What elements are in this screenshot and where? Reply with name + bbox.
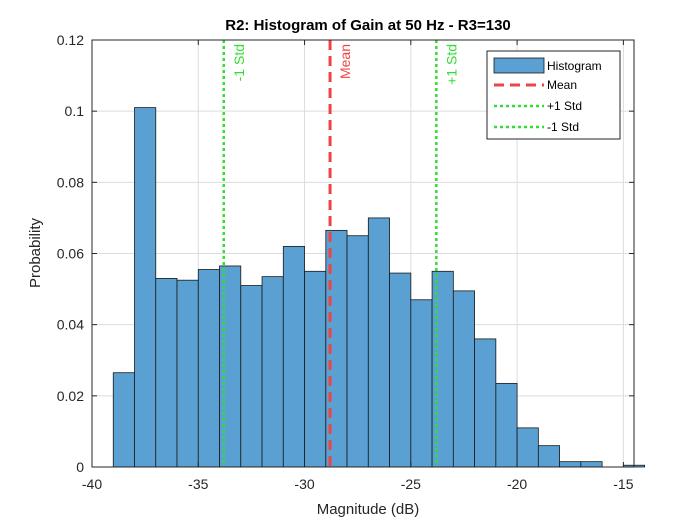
x-tick-label: -25 [401,476,421,492]
histogram-bar [559,461,582,468]
legend-label: +1 Std [547,99,582,113]
histogram-bar [367,217,390,468]
legend-label: Histogram [547,59,602,73]
y-axis-title: Probability [27,217,44,288]
vline-annotation: +1 Std [443,44,459,85]
x-axis-title: Magnitude (dB) [317,501,420,518]
y-tick-label: 0.02 [57,388,84,404]
legend-label: -1 Std [547,120,579,134]
legend: Histogram Mean +1 Std -1 Std [486,50,621,140]
histogram-bar [452,290,475,468]
reference-lines: Mean +1 Std -1 Std [222,40,459,467]
vline-annotation: -1 Std [231,44,247,81]
x-tick-label: -20 [507,476,527,492]
legend-swatch-histogram [493,57,545,74]
y-tick-label: 0.1 [65,103,85,119]
histogram-bar [197,269,220,468]
histogram-bar [282,245,305,468]
histogram-bar [176,279,199,468]
histogram-bar [495,382,518,468]
histogram-bar [134,107,157,468]
histogram-bar [261,276,284,468]
y-tick-label: 0.12 [57,32,84,48]
chart-title: R2: Histogram of Gain at 50 Hz - R3=130 [225,17,511,34]
x-tick-label: -15 [613,476,633,492]
y-tick-label: 0.08 [57,174,84,190]
y-tick-labels: 0 0.02 0.04 0.06 0.08 0.1 0.12 [57,32,84,475]
vline-annotation: Mean [337,44,353,79]
x-tick-labels: -40 -35 -30 -25 -20 -15 [82,476,634,492]
histogram-bar [389,272,412,468]
y-tick-label: 0.04 [57,317,84,333]
histogram-bars [112,107,646,468]
legend-label: Mean [547,78,577,92]
histogram-bar [155,278,178,468]
y-tick-label: 0.06 [57,246,84,262]
x-tick-label: -40 [82,476,102,492]
histogram-bar [304,270,327,468]
histogram-bar [537,445,561,468]
x-tick-label: -30 [294,476,314,492]
axis-ticks [91,39,634,468]
x-tick-label: -35 [188,476,208,492]
histogram-bar [410,299,433,468]
histogram-bar [474,338,497,468]
histogram-bar [240,285,263,468]
histogram-bar [516,427,539,468]
y-tick-label: 0 [76,459,84,475]
histogram-bar [346,235,369,468]
histogram-bar [112,372,135,468]
histogram-bar [580,461,603,468]
